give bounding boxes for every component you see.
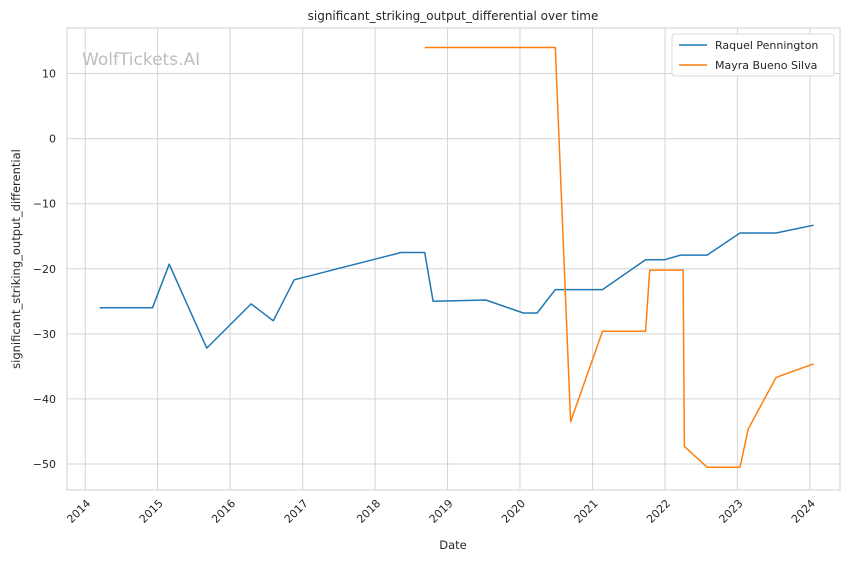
- watermark: WolfTickets.AI: [82, 50, 200, 70]
- series-line-raquel-pennington: [99, 224, 814, 349]
- y-tick-label-0: 10: [42, 68, 56, 81]
- chart-title: significant_striking_output_differential…: [308, 9, 599, 23]
- y-tick-label-6: −50: [33, 458, 56, 471]
- y-tick-label-2: −10: [33, 198, 56, 211]
- y-tick-label-5: −40: [33, 393, 56, 406]
- x-axis-title: Date: [439, 538, 467, 552]
- y-tick-label-1: 0: [49, 133, 56, 146]
- series-line-mayra-bueno-silva: [424, 46, 814, 468]
- y-axis-title: significant_striking_output_differential: [9, 149, 23, 369]
- legend-box: [671, 33, 835, 77]
- legend-label-mayra-bueno-silva: Mayra Bueno Silva: [715, 59, 817, 72]
- grid-lines: [67, 28, 840, 490]
- plot-area: [66, 27, 841, 491]
- y-tick-label-4: −30: [33, 328, 56, 341]
- legend: Raquel Pennington Mayra Bueno Silva: [671, 33, 835, 77]
- y-tick-label-3: −20: [33, 263, 56, 276]
- series-lines: [99, 46, 814, 468]
- legend-label-raquel-pennington: Raquel Pennington: [715, 39, 818, 52]
- y-axis-ticks: 10 0 −10 −20 −30 −40 −50: [33, 68, 56, 471]
